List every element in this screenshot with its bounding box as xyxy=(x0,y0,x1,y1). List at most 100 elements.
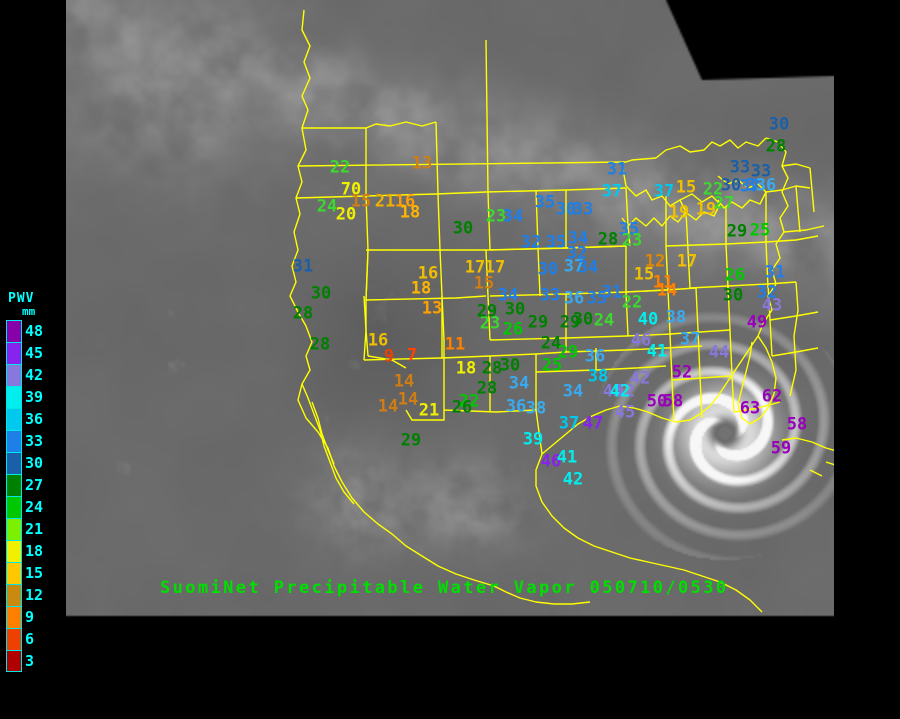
pwv-station-value: 30 xyxy=(720,175,742,196)
legend-swatch xyxy=(6,496,22,518)
pwv-station-value: 28 xyxy=(765,136,787,157)
pwv-station-value: 21 xyxy=(374,191,396,212)
infrared-cloud-imagery xyxy=(66,0,834,620)
pwv-station-value: 63 xyxy=(739,398,761,419)
pwv-station-value: 26 xyxy=(451,397,473,418)
pwv-station-value: 58 xyxy=(662,391,684,412)
pwv-station-value: 18 xyxy=(455,358,477,379)
pwv-station-value: 36 xyxy=(584,346,606,367)
pwv-station-value: 16 xyxy=(367,330,389,351)
pwv-station-value: 26 xyxy=(724,265,746,286)
legend-swatch xyxy=(6,320,22,342)
satellite-map-canvas: 22 70 24 15 21 20 16 18 13 30 23 34 35 30 33 31 37 37 15 22… xyxy=(66,0,834,620)
pwv-station-value: 31 xyxy=(606,159,628,180)
pwv-station-value: 38 xyxy=(525,398,547,419)
pwv-station-value: 33 xyxy=(750,161,772,182)
pwv-station-value: 27 xyxy=(713,193,735,214)
pwv-station-value: 34 xyxy=(497,285,519,306)
pwv-station-value: 39 xyxy=(522,429,544,450)
legend-title: PWV xyxy=(8,291,35,306)
pwv-station-value: 7 xyxy=(406,345,418,366)
pwv-station-value: 36 xyxy=(505,396,527,417)
pwv-station-value: 15 xyxy=(675,177,697,198)
pwv-station-value: 38 xyxy=(665,307,687,328)
pwv-station-value: 32 xyxy=(520,232,542,253)
pwv-station-value: 29 xyxy=(476,301,498,322)
pwv-station-value: 30 xyxy=(537,259,559,280)
pwv-station-value: 30 xyxy=(572,309,594,330)
legend-tick-label: 24 xyxy=(25,498,44,516)
pwv-station-value: 14 xyxy=(656,280,678,301)
pwv-station-value: 34 xyxy=(508,373,530,394)
legend-tick-label: 3 xyxy=(25,652,35,670)
pwv-station-value: 22 xyxy=(702,179,724,200)
pwv-station-value: 42 xyxy=(614,381,636,402)
legend-unit-label: mm xyxy=(22,305,36,318)
pwv-station-value: 16 xyxy=(417,263,439,284)
pwv-station-value: 15 xyxy=(473,273,495,294)
pwv-station-value: 37 xyxy=(558,413,580,434)
pwv-station-value: 21 xyxy=(418,400,440,421)
legend-swatch xyxy=(6,408,22,430)
pwv-station-value: 24 xyxy=(540,333,562,354)
legend-tick-label: 36 xyxy=(25,410,44,428)
pwv-station-value: 35 xyxy=(618,219,640,240)
pwv-station-value: 42 xyxy=(609,381,631,402)
pwv-station-value: 29 xyxy=(726,221,748,242)
pwv-station-value: 23 xyxy=(485,206,507,227)
legend-swatch xyxy=(6,342,22,364)
pwv-station-value: 17 xyxy=(676,251,698,272)
pwv-station-value: 45 xyxy=(614,402,636,423)
pwv-station-value: 30 xyxy=(504,299,526,320)
pwv-station-value: 37 xyxy=(563,256,585,277)
pwv-station-value: 28 xyxy=(481,358,503,379)
legend-tick-label: 6 xyxy=(25,630,35,648)
pwv-station-value: 41 xyxy=(646,341,668,362)
pwv-station-value: 19 xyxy=(695,199,717,220)
pwv-station-value: 40 xyxy=(637,309,659,330)
legend-swatch xyxy=(6,364,22,386)
pwv-station-value: 33 xyxy=(745,175,767,196)
pwv-station-value: 28 xyxy=(309,334,331,355)
legend-swatch xyxy=(6,474,22,496)
pwv-station-value: 37 xyxy=(679,329,701,350)
pwv-station-value: 31 xyxy=(764,262,786,283)
pwv-station-value: 62 xyxy=(761,386,783,407)
pwv-station-value: 24 xyxy=(316,196,338,217)
legend-tick-label: 48 xyxy=(25,322,44,340)
legend-swatch xyxy=(6,386,22,408)
pwv-station-value: 42 xyxy=(629,368,651,389)
pwv-station-value: 22 xyxy=(458,391,480,412)
pwv-station-value: 25 xyxy=(749,220,771,241)
pwv-station-value: 52 xyxy=(671,362,693,383)
pwv-station-value: 22 xyxy=(329,157,351,178)
pwv-colorbar-legend: PWV mm 48 45 42 39 36 33 30 27 24 21 18 15 12 9 6 3 xyxy=(0,291,66,672)
pwv-station-value: 14 xyxy=(393,371,415,392)
pwv-station-value: 34 xyxy=(502,206,524,227)
pwv-station-value: 18 xyxy=(399,202,421,223)
pwv-station-value: 22 xyxy=(621,292,643,313)
pwv-station-value: 34 xyxy=(567,228,589,249)
pwv-station-value: 18 xyxy=(410,278,432,299)
legend-swatch xyxy=(6,584,22,606)
legend-swatch xyxy=(6,650,22,672)
pwv-station-value: 23 xyxy=(621,230,643,251)
pwv-station-value: 30 xyxy=(310,283,332,304)
pwv-station-value: 45 xyxy=(602,381,624,402)
pwv-station-value: 59 xyxy=(770,438,792,459)
pwv-station-value: 44 xyxy=(708,342,730,363)
pwv-station-value: 37 xyxy=(601,181,623,202)
pwv-station-value: 11 xyxy=(444,334,466,355)
pwv-station-value: 17 xyxy=(484,257,506,278)
pwv-station-value: 9 xyxy=(383,346,395,367)
pwv-station-value: 30 xyxy=(452,218,474,239)
pwv-station-value: 28 xyxy=(292,303,314,324)
legend-tick-label: 15 xyxy=(25,564,44,582)
pwv-station-value: 13 xyxy=(411,153,433,174)
political-boundaries-overlay xyxy=(289,9,834,613)
pwv-station-value: 15 xyxy=(633,264,655,285)
pwv-station-value: 30 xyxy=(555,199,577,220)
pwv-station-value: 43 xyxy=(761,295,783,316)
legend-tick-label: 42 xyxy=(25,366,44,384)
pwv-station-value: 31 xyxy=(292,256,314,277)
